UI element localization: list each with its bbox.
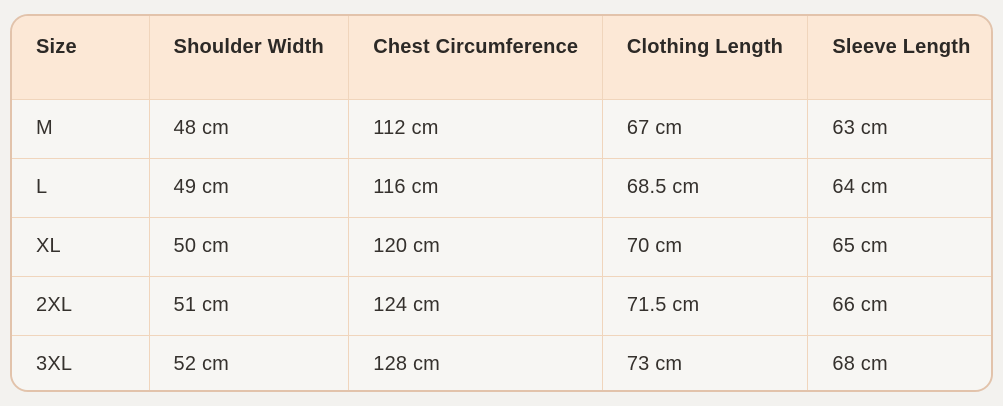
size-chart-header-row: Size Shoulder Width Chest Circumference …	[12, 16, 991, 100]
size-label: L	[12, 158, 150, 218]
size-label: 2XL	[12, 276, 150, 336]
chest-circumference-value: 120 cm	[348, 217, 603, 277]
size-label: M	[12, 99, 150, 159]
shoulder-width-value: 50 cm	[149, 217, 350, 277]
clothing-length-value: 68.5 cm	[602, 158, 809, 218]
sleeve-length-value: 64 cm	[807, 158, 991, 218]
sleeve-length-value: 68 cm	[807, 335, 991, 390]
column-header-sleeve-length: Sleeve Length	[807, 16, 991, 100]
table-row-size-3xl: 3XL 52 cm 128 cm 73 cm 68 cm	[12, 335, 991, 390]
clothing-length-value: 73 cm	[602, 335, 809, 390]
column-header-shoulder-width: Shoulder Width	[149, 16, 350, 100]
table-row-size-2xl: 2XL 51 cm 124 cm 71.5 cm 66 cm	[12, 276, 991, 336]
size-label: XL	[12, 217, 150, 277]
size-chart-table: Size Shoulder Width Chest Circumference …	[12, 16, 991, 390]
size-chart-table-container: Size Shoulder Width Chest Circumference …	[10, 14, 993, 392]
shoulder-width-value: 52 cm	[149, 335, 350, 390]
clothing-length-value: 71.5 cm	[602, 276, 809, 336]
clothing-length-value: 67 cm	[602, 99, 809, 159]
table-row-size-xl: XL 50 cm 120 cm 70 cm 65 cm	[12, 217, 991, 277]
shoulder-width-value: 48 cm	[149, 99, 350, 159]
chest-circumference-value: 116 cm	[348, 158, 603, 218]
sleeve-length-value: 65 cm	[807, 217, 991, 277]
column-header-size: Size	[12, 16, 150, 100]
sleeve-length-value: 66 cm	[807, 276, 991, 336]
column-header-chest-circumference: Chest Circumference	[348, 16, 603, 100]
table-row-size-l: L 49 cm 116 cm 68.5 cm 64 cm	[12, 158, 991, 218]
size-label: 3XL	[12, 335, 150, 390]
clothing-length-value: 70 cm	[602, 217, 809, 277]
column-header-clothing-length: Clothing Length	[602, 16, 809, 100]
chest-circumference-value: 124 cm	[348, 276, 603, 336]
shoulder-width-value: 51 cm	[149, 276, 350, 336]
chest-circumference-value: 112 cm	[348, 99, 603, 159]
table-row-size-m: M 48 cm 112 cm 67 cm 63 cm	[12, 99, 991, 159]
sleeve-length-value: 63 cm	[807, 99, 991, 159]
shoulder-width-value: 49 cm	[149, 158, 350, 218]
chest-circumference-value: 128 cm	[348, 335, 603, 390]
